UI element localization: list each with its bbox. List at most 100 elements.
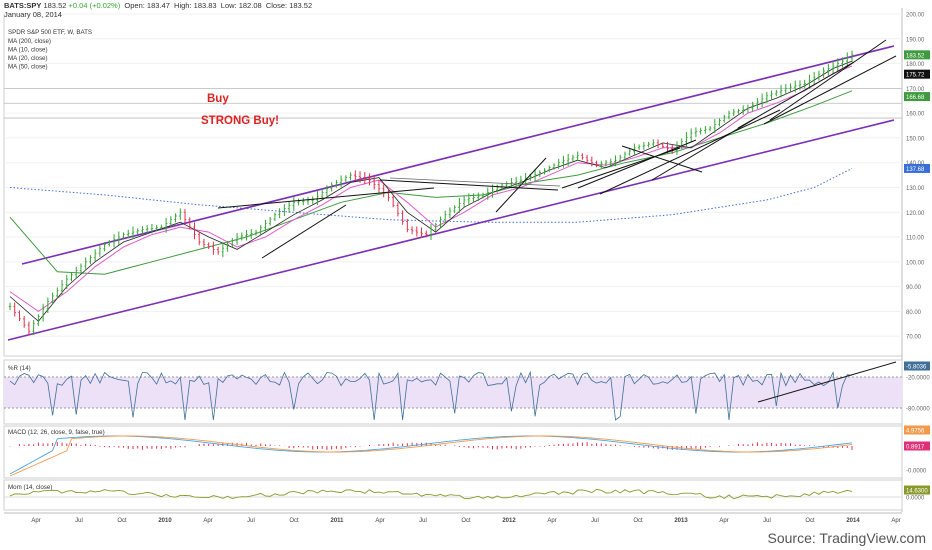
x-tick-label: Jul <box>247 518 255 524</box>
wr-line <box>9 370 853 421</box>
open-label: Open: <box>124 1 145 10</box>
macd-label: MACD (12, 26, close, 9, false, true) <box>8 429 105 436</box>
macd-line <box>9 435 853 475</box>
y-tick-label: 120.00 <box>906 211 925 217</box>
x-tick-label: 2011 <box>330 518 344 524</box>
symbol[interactable]: BATS:SPY <box>4 1 42 10</box>
legend: SPDR S&P 500 ETF, W, BATS MA (200, close)… <box>8 29 92 71</box>
legend-title: SPDR S&P 500 ETF, W, BATS <box>8 29 92 36</box>
x-tick-label: Jul <box>591 518 599 524</box>
open-value: 183.47 <box>146 1 170 10</box>
buy-annotation: Buy <box>207 93 229 105</box>
x-tick-label: Jul <box>419 518 427 524</box>
source-label: Source: TradingView.com <box>768 530 927 546</box>
legend-item: MA (200, close) <box>8 38 51 45</box>
price-tag-label: 183.52 <box>906 53 925 59</box>
high-value: 183.83 <box>193 1 217 10</box>
x-tick-label: 2013 <box>674 518 688 524</box>
mom-value-label: 0.0000 <box>906 496 925 502</box>
x-tick-label: Apr <box>719 518 728 524</box>
last-price: 183.52 <box>43 1 67 10</box>
mom-line <box>9 488 853 500</box>
price-tag-label: 137.68 <box>906 167 925 173</box>
x-tick-label: Apr <box>547 518 556 524</box>
x-tick-label: 2014 <box>846 518 860 524</box>
strong-buy-annotation: STRONG Buy! <box>201 115 279 127</box>
macd-tag <box>904 425 930 435</box>
wr-tag <box>904 361 930 371</box>
ohlc-bars <box>8 50 854 335</box>
price-tag <box>904 92 930 102</box>
low-label: Low: <box>220 1 237 10</box>
trend-line <box>763 55 897 125</box>
close-value: 183.52 <box>289 1 313 10</box>
price-tag <box>904 163 930 173</box>
close-label: Close: <box>265 1 288 10</box>
trend-line <box>621 145 703 173</box>
trend-line <box>599 109 781 195</box>
x-tick-label: Oct <box>633 518 643 524</box>
wr-level-label: -20.0000 <box>906 376 930 382</box>
x-tick-label: Oct <box>289 518 299 524</box>
y-tick-label: 200.00 <box>906 13 925 19</box>
legend-item: MA (10, close) <box>8 47 48 54</box>
x-tick-label: Oct <box>805 518 815 524</box>
macd-pane-frame <box>3 425 903 479</box>
trend-line <box>769 39 887 121</box>
y-tick-label: 150.00 <box>906 136 925 142</box>
y-tick-label: 80.00 <box>906 310 922 316</box>
price-tag <box>904 69 930 79</box>
x-tick-label: Apr <box>203 518 212 524</box>
x-tick-label: Apr <box>375 518 384 524</box>
macd-value-label: 0.8917 <box>906 445 925 451</box>
ma200-line <box>9 167 853 223</box>
macd-signal-line <box>9 435 853 477</box>
trend-line <box>495 157 547 213</box>
low-value: 182.08 <box>238 1 262 10</box>
x-tick-label: Jul <box>763 518 771 524</box>
ma10-line <box>9 60 853 322</box>
mom-label: Mom (14, close) <box>8 484 52 491</box>
chart-header: BATS:SPY 183.52 +0.04 (+0.02%) Open: 183… <box>4 1 312 19</box>
y-tick-label: 90.00 <box>906 285 922 291</box>
mom-value-label: 14.6300 <box>906 489 928 495</box>
y-tick-label: 100.00 <box>906 260 925 266</box>
wr-label: %R (14) <box>8 365 31 372</box>
wr-trend-line <box>757 361 897 403</box>
trend-line <box>737 61 855 129</box>
macd-tag <box>904 441 930 451</box>
legend-item: MA (50, close) <box>8 64 48 71</box>
trend-line <box>261 204 347 259</box>
x-tick-label: Apr <box>891 518 900 524</box>
wr-level-label: -5.8036 <box>906 365 927 371</box>
price-tag-label: 175.72 <box>906 73 925 79</box>
x-tick-label: Jul <box>75 518 83 524</box>
high-label: High: <box>174 1 192 10</box>
y-tick-label: 160.00 <box>906 112 925 118</box>
ohlc-line: BATS:SPY 183.52 +0.04 (+0.02%) Open: 183… <box>4 1 312 10</box>
macd-value-label: -0.0000 <box>906 469 927 475</box>
y-tick-label: 170.00 <box>906 87 925 93</box>
x-tick-label: Oct <box>461 518 471 524</box>
y-tick-label: 180.00 <box>906 62 925 68</box>
legend-item: MA (20, close) <box>8 55 48 62</box>
price-tag-label: 166.68 <box>906 95 925 101</box>
price-change: +0.04 (+0.02%) <box>68 1 121 10</box>
price-tag <box>904 50 930 60</box>
x-tick-label: Apr <box>31 518 40 524</box>
y-tick-label: 110.00 <box>906 236 925 242</box>
main-pane-frame <box>3 13 903 357</box>
mom-pane-frame <box>3 479 903 511</box>
y-tick-label: 130.00 <box>906 186 925 192</box>
trend-line <box>651 117 757 181</box>
x-tick-label: Oct <box>117 518 127 524</box>
x-tick-label: 2010 <box>158 518 172 524</box>
wr-level-label: -80.0000 <box>906 407 930 413</box>
trend-line <box>379 179 559 191</box>
trend-line <box>389 177 561 187</box>
y-tick-label: 190.00 <box>906 37 925 43</box>
channel-lower-line <box>7 119 895 341</box>
y-tick-label: 70.00 <box>906 335 922 341</box>
mom-tag <box>904 485 930 495</box>
